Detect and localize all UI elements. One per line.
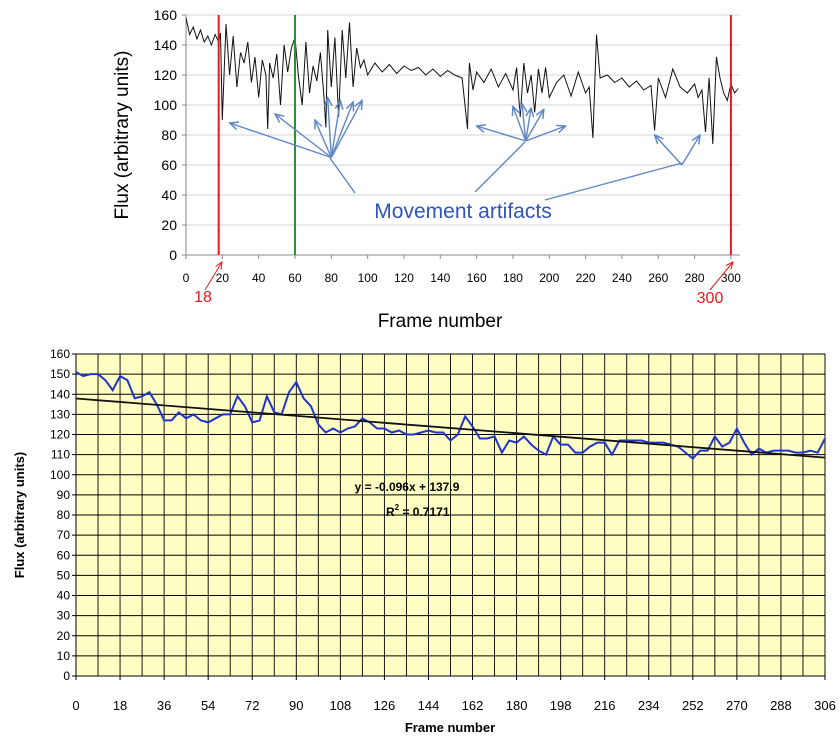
artifact-arrow-stem	[329, 157, 356, 194]
x-tick-label: 90	[289, 698, 303, 713]
artifact-arrow	[477, 126, 526, 142]
y-tick-label: 60	[57, 548, 71, 562]
trend-r2-sup: 2	[395, 503, 400, 512]
x-tick-label: 0	[183, 271, 190, 285]
y-tick-label: 40	[161, 187, 177, 203]
x-tick-label: 54	[201, 698, 215, 713]
y-tick-label: 120	[154, 67, 178, 83]
artifact-arrow	[330, 102, 353, 158]
artifact-arrow	[315, 120, 332, 158]
x-tick-label: 36	[157, 698, 171, 713]
series-line	[75, 371, 826, 460]
artifact-arrow	[230, 123, 332, 159]
artifact-arrow-stem	[544, 162, 683, 201]
artifact-arrow	[655, 135, 683, 166]
x-axis-title: Frame number	[378, 311, 503, 330]
x-tick-label: 288	[770, 698, 792, 713]
x-tick-label: 18	[113, 698, 127, 713]
annotation-text: Movement artifacts	[374, 200, 551, 223]
marker-label: 18	[194, 289, 212, 306]
x-tick-label: 120	[394, 271, 414, 285]
chart-bottom: 0102030405060708090100110120130140150160…	[12, 347, 836, 735]
y-tick-label: 160	[154, 7, 178, 23]
x-tick-label: 200	[539, 271, 559, 285]
artifact-arrow	[525, 110, 544, 142]
x-tick-label: 180	[503, 271, 523, 285]
x-tick-label: 108	[330, 698, 352, 713]
y-tick-label: 50	[57, 568, 71, 582]
y-tick-label: 10	[57, 649, 71, 663]
x-tick-label: 160	[467, 271, 487, 285]
x-tick-label: 300	[721, 271, 741, 285]
marker-arrow	[709, 262, 733, 291]
x-tick-label: 220	[576, 271, 596, 285]
artifact-arrow	[275, 114, 332, 159]
trend-r2-value: = 0.7171	[399, 505, 450, 519]
x-tick-label: 306	[814, 698, 836, 713]
y-tick-label: 100	[50, 468, 70, 482]
y-tick-label: 130	[50, 407, 70, 421]
artifact-arrow-stem	[474, 141, 526, 193]
x-tick-label: 252	[682, 698, 704, 713]
x-tick-label: 60	[288, 271, 302, 285]
y-tick-label: 0	[169, 247, 177, 263]
x-tick-label: 72	[245, 698, 259, 713]
y-tick-label: 100	[154, 97, 178, 113]
series-line	[185, 17, 739, 145]
x-tick-label: 100	[358, 271, 378, 285]
y-tick-label: 0	[63, 669, 70, 683]
y-tick-label: 20	[161, 217, 177, 233]
artifact-arrow	[513, 107, 527, 142]
y-tick-label: 60	[161, 157, 177, 173]
y-tick-label: 160	[50, 347, 70, 361]
y-tick-label: 70	[57, 528, 71, 542]
artifact-arrow	[524, 108, 531, 142]
y-tick-label: 40	[57, 589, 71, 603]
x-tick-label: 260	[648, 271, 668, 285]
trend-equation: y = -0.096x + 137.9	[355, 480, 460, 494]
x-tick-label: 180	[506, 698, 528, 713]
x-tick-label: 20	[216, 271, 230, 285]
artifact-arrow	[330, 101, 340, 158]
y-tick-label: 140	[50, 387, 70, 401]
trendline	[75, 397, 826, 459]
marker-label: 300	[697, 290, 724, 307]
trend-r2-label: R	[386, 505, 395, 519]
artifact-arrow	[328, 98, 332, 158]
y-tick-label: 120	[50, 428, 70, 442]
x-tick-label: 140	[430, 271, 450, 285]
y-tick-label: 80	[161, 127, 177, 143]
y-axis-title: Flux (arbitrary units)	[12, 452, 27, 578]
x-tick-label: 240	[612, 271, 632, 285]
x-tick-label: 234	[638, 698, 660, 713]
x-tick-label: 40	[252, 271, 266, 285]
x-tick-label: 80	[325, 271, 339, 285]
x-tick-label: 144	[418, 698, 440, 713]
y-axis-title: Flux (arbitrary units)	[112, 51, 133, 220]
y-tick-label: 20	[57, 629, 71, 643]
artifact-arrow	[522, 104, 526, 142]
x-tick-label: 280	[685, 271, 705, 285]
artifact-arrow	[525, 126, 566, 142]
artifact-arrow	[330, 101, 362, 158]
x-tick-label: 162	[462, 698, 484, 713]
artifact-arrow	[681, 135, 700, 166]
x-tick-label: 216	[594, 698, 616, 713]
x-tick-label: 0	[72, 698, 79, 713]
x-tick-label: 270	[726, 698, 748, 713]
y-tick-label: 80	[57, 508, 71, 522]
chart-top: 0 20 40 60 80 100 120 140 160 0 20 40 60 80 100 120 140 1…	[112, 7, 741, 330]
trend-r2: R2 = 0.7171	[386, 503, 450, 519]
y-tick-label: 140	[154, 37, 178, 53]
y-tick-label: 110	[51, 448, 70, 462]
y-tick-label: 90	[57, 488, 71, 502]
y-tick-label: 30	[57, 609, 71, 623]
y-tick-label: 150	[50, 367, 70, 381]
x-tick-label: 198	[550, 698, 572, 713]
x-tick-label: 126	[374, 698, 396, 713]
marker-arrow	[204, 262, 222, 291]
x-axis-title: Frame number	[405, 720, 495, 735]
